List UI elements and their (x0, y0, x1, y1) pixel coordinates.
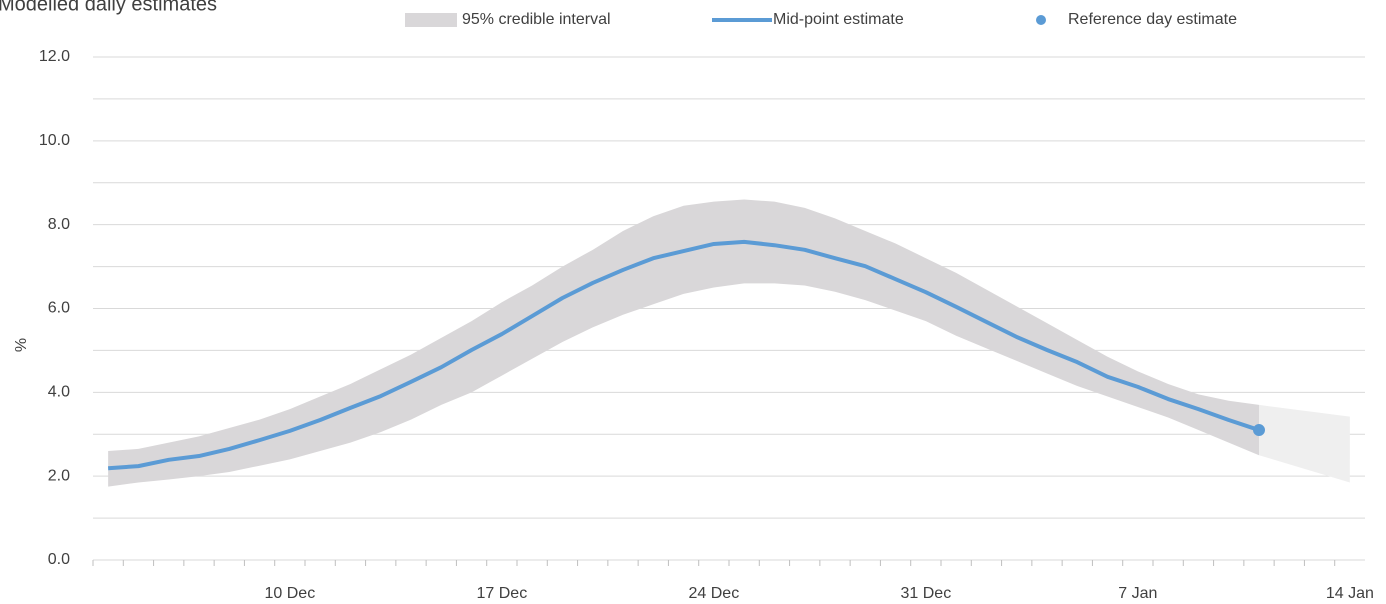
reference-point (1253, 424, 1265, 437)
x-tick-label: 10 Dec (265, 585, 316, 602)
x-tick-label: 17 Dec (477, 585, 528, 602)
legend-swatch (1036, 15, 1046, 25)
y-tick-label: 2.0 (48, 467, 70, 484)
legend-label: Reference day estimate (1068, 11, 1237, 28)
y-tick-label: 8.0 (48, 216, 70, 233)
projection-band (1259, 404, 1350, 483)
y-tick-label: 0.0 (48, 551, 70, 568)
x-tick-label: 7 Jan (1118, 585, 1157, 602)
x-tick-label: 24 Dec (689, 585, 740, 602)
y-tick-label: 4.0 (48, 384, 70, 401)
legend-label: 95% credible interval (462, 11, 611, 28)
y-axis-label: % (13, 338, 30, 352)
credible-band (108, 199, 1260, 487)
y-tick-label: 6.0 (48, 300, 70, 317)
mid-line (108, 239, 1260, 471)
legend-swatch (405, 13, 457, 27)
x-tick-label: 31 Dec (901, 585, 952, 602)
y-tick-label: 10.0 (39, 132, 70, 149)
x-tick-label: 14 Jan (1326, 585, 1374, 602)
y-tick-label: 12.0 (39, 48, 70, 65)
legend-label: Mid-point estimate (773, 11, 904, 28)
chart-title: Modelled daily estimates (0, 0, 217, 15)
